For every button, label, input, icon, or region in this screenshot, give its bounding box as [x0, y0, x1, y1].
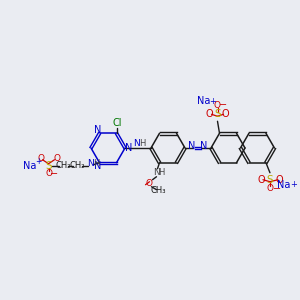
Text: −: − [50, 169, 59, 179]
Text: N: N [87, 159, 94, 168]
Text: N: N [134, 139, 140, 148]
Text: N: N [94, 125, 101, 135]
Text: Na: Na [277, 180, 291, 190]
Text: +: + [290, 180, 297, 189]
Text: CH₂: CH₂ [70, 161, 85, 170]
Text: CH₃: CH₃ [151, 186, 166, 195]
Text: Na: Na [23, 161, 36, 171]
Text: N: N [200, 141, 208, 151]
Text: O: O [206, 109, 213, 119]
Text: O: O [37, 154, 44, 163]
Text: S: S [214, 109, 221, 119]
Text: S: S [45, 161, 52, 171]
Text: Na: Na [197, 96, 210, 106]
Text: N: N [94, 161, 101, 171]
Text: O: O [146, 179, 153, 188]
Text: +: + [35, 157, 42, 166]
Text: −: − [273, 184, 281, 194]
Text: O: O [45, 169, 52, 178]
Text: N: N [125, 143, 133, 153]
Text: O: O [257, 175, 265, 185]
Text: O: O [275, 175, 283, 185]
Text: H: H [139, 139, 145, 148]
Text: CH₂: CH₂ [56, 161, 71, 170]
Text: O: O [222, 109, 229, 119]
Text: −: − [219, 100, 228, 110]
Text: O: O [266, 184, 273, 193]
Text: N: N [153, 168, 160, 177]
Text: O: O [214, 101, 221, 110]
Text: N: N [188, 141, 196, 151]
Text: H: H [93, 159, 100, 168]
Text: H: H [158, 168, 165, 177]
Text: +: + [209, 97, 216, 106]
Text: S: S [267, 175, 273, 185]
Text: Cl: Cl [113, 118, 122, 128]
Text: O: O [53, 154, 60, 163]
